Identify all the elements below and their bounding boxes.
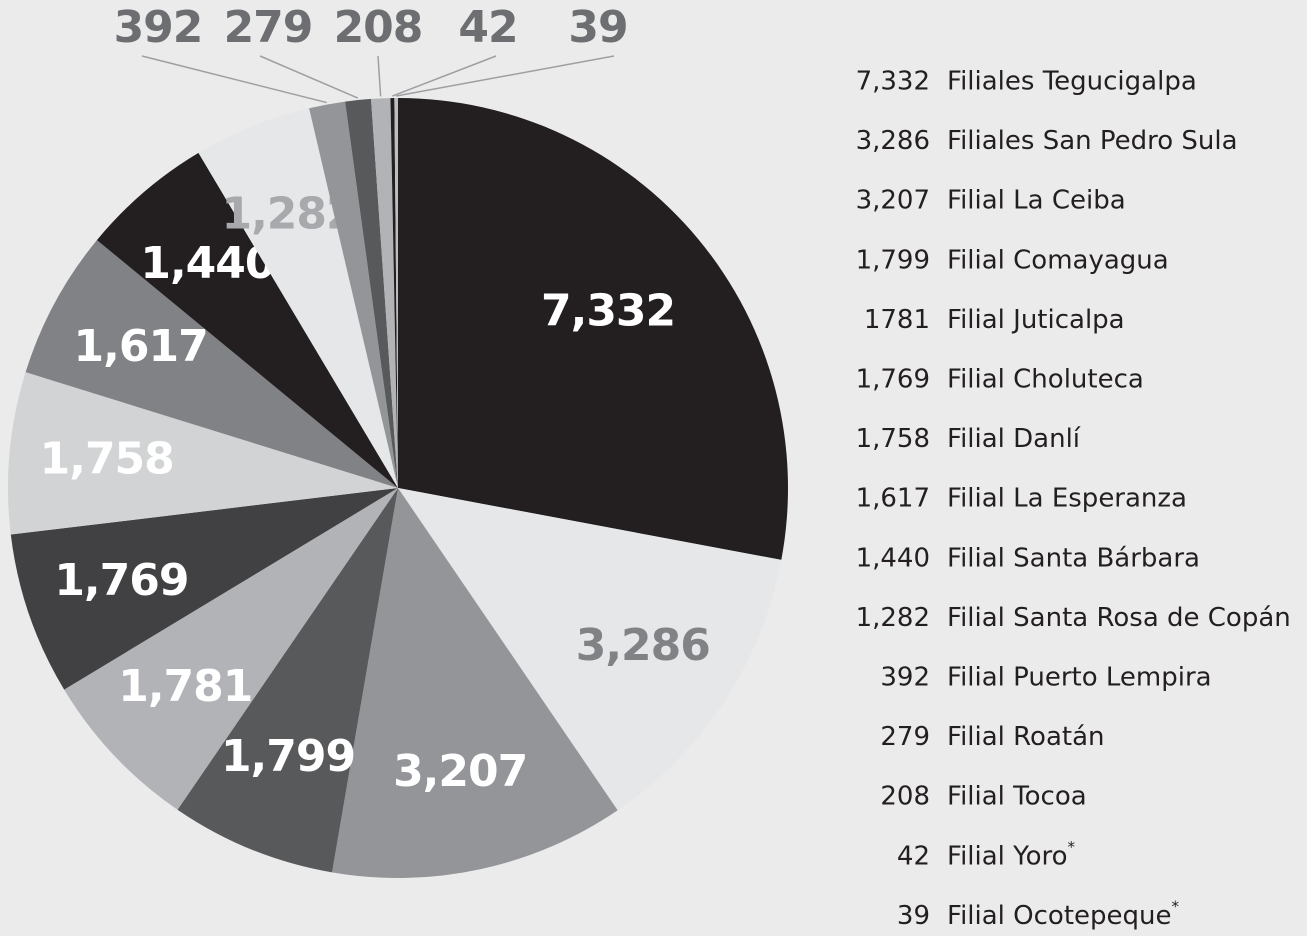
- legend-label: Filial Santa Bárbara: [947, 543, 1200, 573]
- legend-label: Filiales Tegucigalpa: [947, 67, 1197, 97]
- slice-label: 1,799: [221, 731, 355, 782]
- pie-slice: [398, 488, 782, 811]
- legend-label: Filial Comayagua: [947, 245, 1169, 275]
- slice-label: 3,207: [393, 746, 527, 797]
- legend-label: Filial Danlí: [947, 424, 1081, 454]
- pie-slice: [64, 488, 398, 810]
- slice-label: 392: [114, 2, 203, 53]
- slice-label: 279: [224, 2, 313, 53]
- leader-line: [259, 55, 359, 99]
- legend-value: 1,440: [856, 543, 930, 573]
- pie-slice: [371, 98, 398, 489]
- legend-label: Filial Puerto Lempira: [947, 663, 1212, 693]
- leader-line: [377, 55, 382, 97]
- legend-label: Filial La Ceiba: [947, 186, 1126, 216]
- slice-label: 1,758: [40, 433, 174, 484]
- slice-label: 7,332: [541, 286, 675, 337]
- legend-label: Filial Tocoa: [947, 782, 1087, 812]
- legend-value: 1,617: [856, 484, 930, 514]
- legend-label: Filial Yoro*: [947, 837, 1076, 871]
- legend-value: 392: [880, 663, 930, 693]
- pie-slice: [10, 488, 399, 690]
- legend-label: Filial La Esperanza: [947, 484, 1187, 514]
- pie-slice: [398, 98, 788, 560]
- leader-line: [141, 55, 327, 104]
- slice-label: 42: [458, 2, 517, 53]
- slice-label: 208: [334, 2, 423, 53]
- legend-value: 1,282: [856, 603, 930, 633]
- legend-value: 1781: [864, 305, 930, 335]
- legend-label: Filial Juticalpa: [947, 305, 1125, 335]
- legend-label: Filiales San Pedro Sula: [947, 126, 1238, 156]
- slice-label: 39: [568, 2, 627, 53]
- legend-value: 1,758: [856, 424, 930, 454]
- pie-slice: [25, 240, 399, 488]
- slice-label: 1,440: [140, 238, 274, 289]
- legend-value: 3,207: [856, 186, 930, 216]
- legend-value: 208: [880, 782, 930, 812]
- pie-slice: [309, 101, 398, 488]
- pie-slice: [7, 372, 398, 535]
- legend-value: 3,286: [856, 126, 930, 156]
- legend-value: 39: [897, 901, 930, 931]
- pie-slice: [390, 98, 398, 488]
- leader-line: [392, 55, 497, 97]
- slice-label: 1,769: [54, 555, 188, 606]
- pie-slice: [177, 488, 398, 873]
- legend-value: 42: [897, 841, 930, 871]
- legend-label: Filial Santa Rosa de Copán: [947, 603, 1291, 633]
- legend-label: Filial Roatán: [947, 722, 1105, 752]
- legend-label: Filial Ocotepeque*: [947, 897, 1180, 931]
- slice-label: 1,781: [118, 661, 252, 712]
- legend-label: Filial Choluteca: [947, 365, 1144, 395]
- legend-value: 1,769: [856, 365, 930, 395]
- legend-value: 1,799: [856, 245, 930, 275]
- pie-slice: [345, 98, 398, 489]
- slice-label: 1,617: [74, 321, 208, 372]
- pie-slice: [332, 488, 618, 879]
- slice-label: 3,286: [576, 620, 710, 671]
- pie-slice: [198, 108, 398, 488]
- legend-value: 279: [880, 722, 930, 752]
- pie-slice: [96, 152, 398, 488]
- leader-line: [396, 55, 615, 97]
- pie-slice: [394, 98, 398, 488]
- legend-value: 7,332: [856, 67, 930, 97]
